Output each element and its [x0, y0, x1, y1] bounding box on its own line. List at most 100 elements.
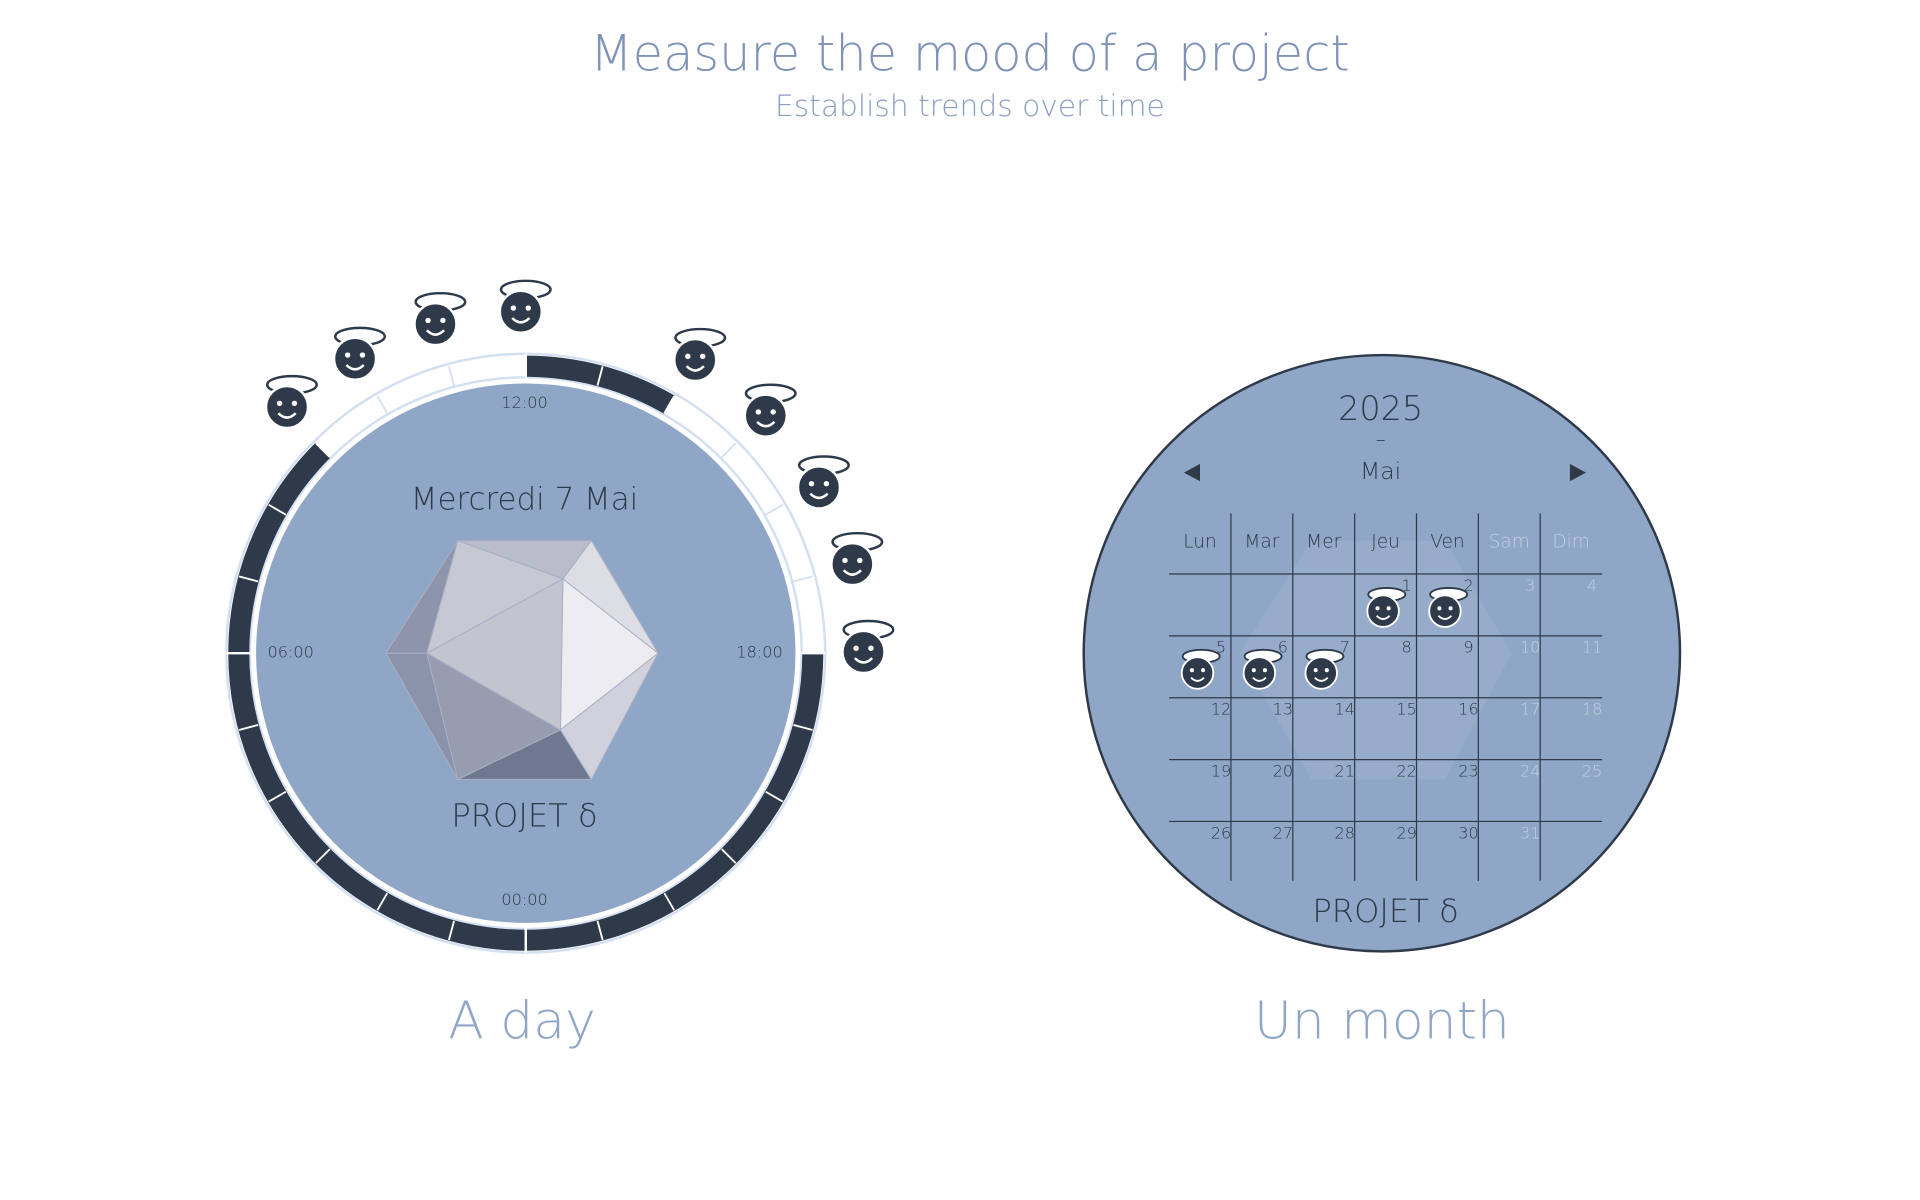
- head: [743, 393, 789, 438]
- eye: [1189, 668, 1194, 673]
- eye: [1313, 668, 1318, 673]
- day-number: 25: [1582, 761, 1602, 780]
- hour-tick: [765, 503, 784, 516]
- weekday: Ven: [1430, 531, 1464, 552]
- day-number: 9: [1463, 638, 1473, 657]
- mouth: [842, 569, 862, 576]
- month-name: Mai: [1360, 457, 1401, 485]
- mouth: [853, 657, 874, 664]
- day-number: 30: [1458, 823, 1478, 842]
- hour-tick: [663, 395, 676, 414]
- hour-tick: [596, 366, 604, 386]
- separator: –: [1376, 428, 1386, 451]
- day-number: 15: [1396, 700, 1416, 719]
- eye: [1324, 668, 1329, 673]
- eye: [510, 305, 517, 311]
- eye: [699, 353, 706, 360]
- mouth: [277, 412, 297, 419]
- day-number: 20: [1273, 761, 1293, 780]
- day-number: 21: [1335, 761, 1355, 780]
- mouth: [511, 317, 531, 324]
- eye: [1201, 668, 1206, 673]
- hour-tick: [721, 848, 737, 864]
- mouth: [1190, 676, 1205, 682]
- eye: [770, 409, 776, 415]
- eye: [755, 409, 762, 415]
- eye: [868, 645, 874, 651]
- active-arc: [228, 442, 824, 951]
- hour-tick: [315, 442, 331, 458]
- mood-icon: [413, 291, 467, 347]
- head: [332, 336, 378, 382]
- mouth: [1252, 676, 1267, 682]
- mouth: [345, 364, 365, 371]
- head: [498, 289, 544, 335]
- mouth: [809, 492, 829, 500]
- eye: [1251, 668, 1256, 673]
- head: [672, 337, 718, 383]
- hour-tick: [268, 790, 287, 803]
- mood-icon: [830, 531, 884, 587]
- eye: [1448, 606, 1453, 611]
- day-number: 4: [1587, 576, 1597, 595]
- mouth: [756, 420, 776, 428]
- day-number: 28: [1335, 823, 1355, 842]
- day-number: 27: [1273, 823, 1293, 842]
- head: [1304, 656, 1338, 690]
- mood-icon: [1304, 648, 1345, 690]
- head: [1242, 656, 1277, 690]
- day-date: Mercredi 7 Mai: [411, 482, 638, 518]
- eye: [1262, 668, 1267, 673]
- eye: [1375, 606, 1380, 611]
- eye: [853, 645, 859, 651]
- mouth: [425, 329, 445, 336]
- hour-tick: [596, 920, 604, 941]
- time-label: 18:00: [736, 643, 782, 662]
- mood-icon: [498, 279, 552, 335]
- eye: [823, 480, 830, 487]
- day-number: 16: [1458, 700, 1478, 719]
- day-number: 1: [1401, 576, 1411, 595]
- prev-arrow[interactable]: [1183, 463, 1200, 482]
- mood-icon: [1180, 648, 1221, 690]
- day-number: 6: [1278, 638, 1288, 657]
- title: Measure the mood of a project: [590, 24, 1350, 82]
- hour-tick: [793, 575, 813, 583]
- day-number: 18: [1582, 700, 1602, 719]
- head: [1366, 594, 1400, 628]
- eye: [842, 557, 848, 564]
- head: [413, 301, 458, 347]
- hour-tick: [268, 503, 287, 516]
- hour-tick: [793, 724, 813, 731]
- weekday: Jeu: [1371, 531, 1400, 552]
- hour-tick: [721, 442, 737, 458]
- project-name: PROJET δ: [451, 797, 597, 835]
- day-number: 14: [1335, 700, 1355, 719]
- mouth: [685, 365, 705, 372]
- eye: [857, 557, 863, 564]
- project-name: PROJET δ: [1312, 892, 1458, 930]
- caption: Un month: [1254, 991, 1510, 1051]
- eye: [425, 317, 431, 324]
- head: [830, 541, 875, 587]
- eye: [1437, 606, 1442, 611]
- next-arrow[interactable]: [1569, 463, 1586, 482]
- eye: [808, 480, 815, 487]
- mood-icon: [672, 327, 727, 383]
- day-number: 5: [1216, 638, 1226, 657]
- hour-tick: [765, 790, 784, 803]
- head: [1428, 594, 1462, 628]
- mood-icon: [796, 455, 850, 510]
- time-label: 00:00: [501, 890, 547, 909]
- eye: [440, 317, 446, 324]
- head: [1180, 656, 1215, 690]
- day-number: 11: [1582, 638, 1602, 657]
- day-number: 2: [1463, 576, 1473, 595]
- day-number: 23: [1458, 761, 1478, 780]
- time-label: 12:00: [501, 393, 547, 412]
- day-number: 8: [1401, 638, 1411, 657]
- month-face: [1082, 353, 1682, 953]
- day-number: 26: [1211, 823, 1231, 842]
